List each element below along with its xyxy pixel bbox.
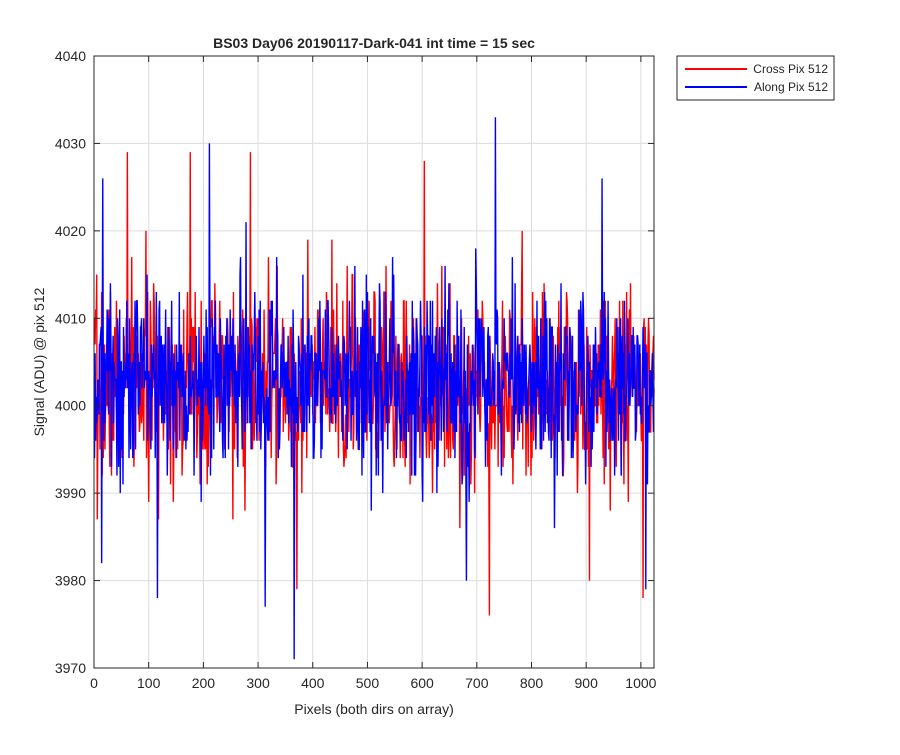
x-tick-label: 200 [192, 675, 216, 691]
y-tick-label: 4000 [55, 398, 86, 414]
axis-ticks: 0 100 200 300 400 500 600 700 800 900 1000 3970 3980… [55, 48, 657, 691]
y-tick-label: 3970 [55, 660, 86, 676]
y-tick-label: 4030 [55, 135, 86, 151]
x-tick-label: 300 [246, 675, 270, 691]
y-axis-title: Signal (ADU) @ pix 512 [31, 287, 47, 436]
series-layer [93, 117, 655, 660]
y-tick-label: 4040 [55, 48, 86, 64]
legend: Cross Pix 512 Along Pix 512 [676, 55, 835, 101]
y-tick-label: 3990 [55, 485, 86, 501]
x-tick-label: 600 [410, 675, 434, 691]
x-tick-label: 1000 [625, 675, 656, 691]
y-tick-label: 3980 [55, 573, 86, 589]
series-line-along-pix-512 [93, 117, 655, 660]
x-tick-label: 400 [301, 675, 325, 691]
x-tick-label: 500 [356, 675, 380, 691]
x-tick-label: 100 [137, 675, 161, 691]
x-tick-label: 700 [465, 675, 489, 691]
legend-box [676, 55, 835, 101]
x-tick-label: 900 [575, 675, 599, 691]
y-tick-label: 4010 [55, 310, 86, 326]
x-tick-label: 800 [520, 675, 544, 691]
legend-label-cross: Cross Pix 512 [753, 62, 828, 76]
chart-title: BS03 Day06 20190117-Dark-041 int time = … [213, 35, 535, 51]
y-tick-label: 4020 [55, 223, 86, 239]
legend-label-along: Along Pix 512 [754, 80, 828, 94]
plot-frame [93, 55, 655, 669]
x-tick-label: 0 [90, 675, 98, 691]
x-axis-title: Pixels (both dirs on array) [294, 701, 454, 717]
